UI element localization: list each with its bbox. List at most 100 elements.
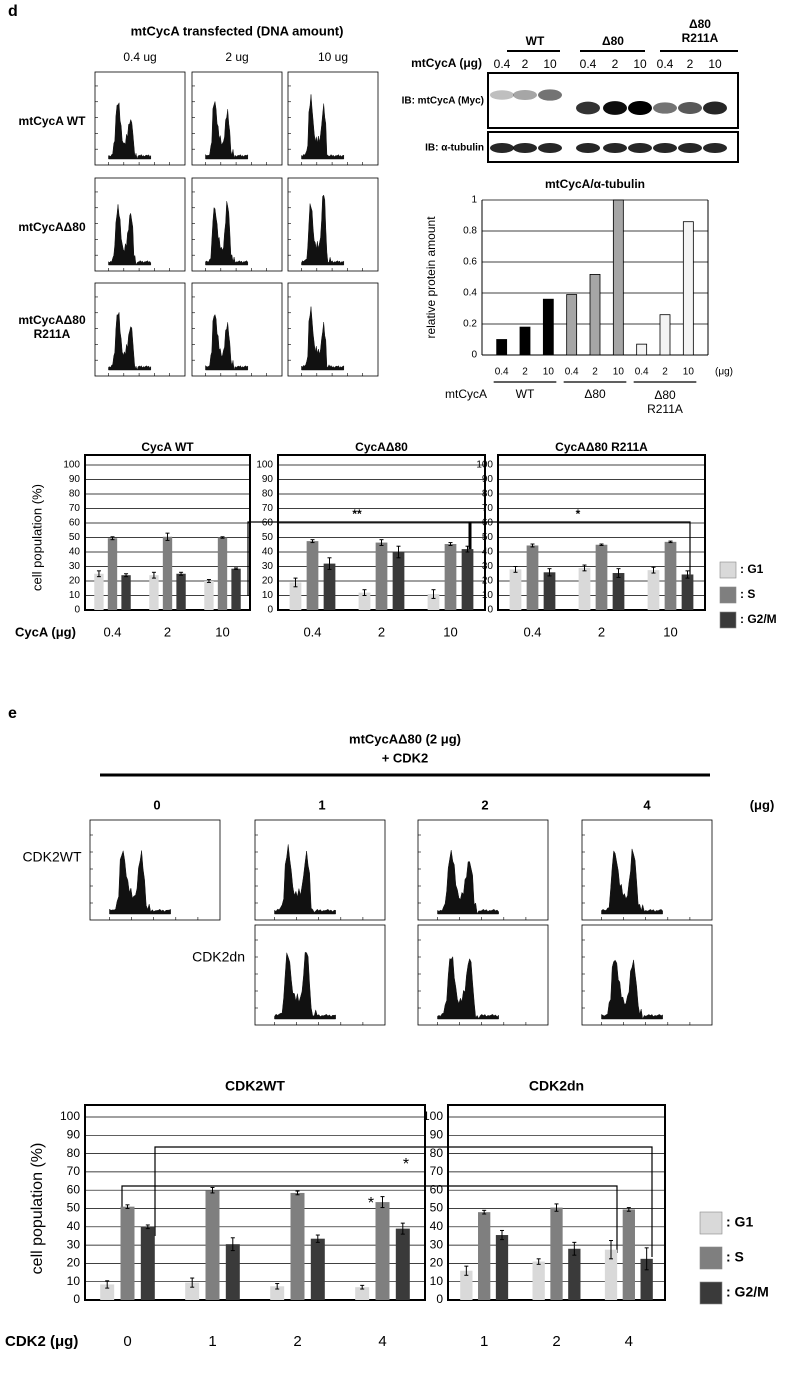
bar (270, 1286, 285, 1300)
y-tick-label: 90 (482, 474, 494, 485)
y-tick-label: 10 (69, 590, 81, 601)
lane-label: 0.4 (580, 57, 597, 71)
legend-swatch (699, 1246, 723, 1270)
error-bar (125, 1204, 130, 1209)
x-tick-label: 10 (663, 624, 677, 639)
histogram (205, 201, 249, 266)
legend-label: : S (740, 587, 755, 601)
histogram-frame (287, 71, 379, 166)
histogram-frame (581, 819, 713, 921)
blot-band (538, 143, 562, 153)
x-tick-label: 1 (480, 1333, 488, 1350)
histogram-frame (254, 924, 386, 1026)
histogram (274, 844, 336, 915)
error-bar (293, 577, 298, 588)
blot-row-label: IB: α-tubulin (425, 143, 484, 154)
y-tick-label: 100 (256, 460, 273, 471)
y-tick-label: 10 (482, 590, 494, 601)
y-tick-label: 60 (262, 518, 274, 529)
column-label: 0.4 ug (123, 50, 156, 64)
histogram (109, 850, 171, 915)
significance: ** (352, 507, 362, 521)
error-bar (165, 532, 170, 541)
y-tick-label: 0 (471, 350, 477, 361)
bar (604, 1249, 618, 1300)
blot-row-label: IB: mtCycA (Myc) (402, 96, 484, 107)
error-bar (275, 1283, 280, 1290)
bar (323, 563, 336, 610)
unit-label: (μg) (750, 797, 775, 812)
y-tick-label: 30 (67, 1237, 81, 1251)
y-tick-label: 40 (262, 547, 274, 558)
x-tick-label: 10 (443, 624, 457, 639)
histogram (437, 849, 499, 915)
bar (543, 572, 556, 610)
error-bar (151, 571, 156, 579)
y-tick-label: 90 (430, 1127, 444, 1141)
bar (636, 343, 648, 356)
legend-swatch (699, 1211, 723, 1235)
histogram-frame (94, 71, 186, 166)
row-label: CDK2dn (192, 949, 245, 965)
blot-band (653, 102, 677, 114)
legend-swatch (699, 1281, 723, 1305)
bracket (154, 1146, 653, 1257)
histogram-frame (287, 282, 379, 377)
y-tick-label: 0.2 (463, 319, 477, 330)
x-tick-label: 0 (123, 1333, 131, 1350)
error-bar (400, 1222, 405, 1235)
bar (612, 573, 625, 610)
error-bar (295, 1190, 300, 1196)
lane-label: 2 (522, 57, 529, 71)
bar (595, 544, 608, 610)
bar (542, 298, 554, 356)
error-bar (572, 1241, 577, 1256)
x-tick-label: 2 (378, 624, 385, 639)
blot-band (576, 143, 600, 153)
error-bar (464, 1265, 469, 1276)
error-bar (499, 1229, 504, 1241)
y-tick-label: 90 (67, 1127, 81, 1141)
bar (461, 549, 474, 610)
group-label: Δ80 (584, 387, 606, 401)
legend-swatch (719, 611, 737, 629)
error-bar (380, 1196, 385, 1209)
y-tick-label: 60 (69, 518, 81, 529)
error-bar (609, 1240, 614, 1260)
error-bar (431, 589, 436, 599)
y-axis-label: relative protein amount (424, 216, 438, 339)
chart-title: CycAΔ80 (355, 440, 408, 454)
column-label: 2 ug (225, 50, 248, 64)
bar (395, 1228, 410, 1300)
error-bar (644, 1247, 649, 1271)
bar (225, 1244, 240, 1300)
legend-label: : G1 (726, 1214, 753, 1230)
panel-subtitle: + CDK2 (382, 750, 429, 765)
blot-group-label: WT (526, 34, 545, 48)
y-tick-label: 60 (482, 518, 494, 529)
bar (532, 1261, 545, 1300)
histogram (108, 101, 152, 160)
x-tick-label: 2 (164, 624, 171, 639)
row-label: CDK2WT (22, 849, 82, 865)
error-bar (668, 540, 673, 544)
error-bar (234, 567, 239, 570)
lane-label: 10 (543, 57, 557, 71)
error-bar (206, 579, 211, 583)
bar (306, 541, 319, 610)
bar (568, 1248, 581, 1300)
y-tick-label: 0.8 (463, 226, 477, 237)
error-bar (190, 1277, 195, 1288)
y-tick-label: 20 (482, 576, 494, 587)
x-tick-label: 10 (215, 624, 229, 639)
x-tick-label: 0.4 (103, 624, 121, 639)
bar (290, 1192, 305, 1300)
bar (427, 594, 440, 610)
column-label: 1 (318, 797, 325, 812)
blot-band (678, 102, 702, 114)
chart-title: CycAΔ80 R211A (555, 440, 648, 454)
y-tick-label: 80 (67, 1146, 81, 1160)
plot-frame (447, 1104, 666, 1301)
y-tick-label: 0.6 (463, 257, 477, 268)
